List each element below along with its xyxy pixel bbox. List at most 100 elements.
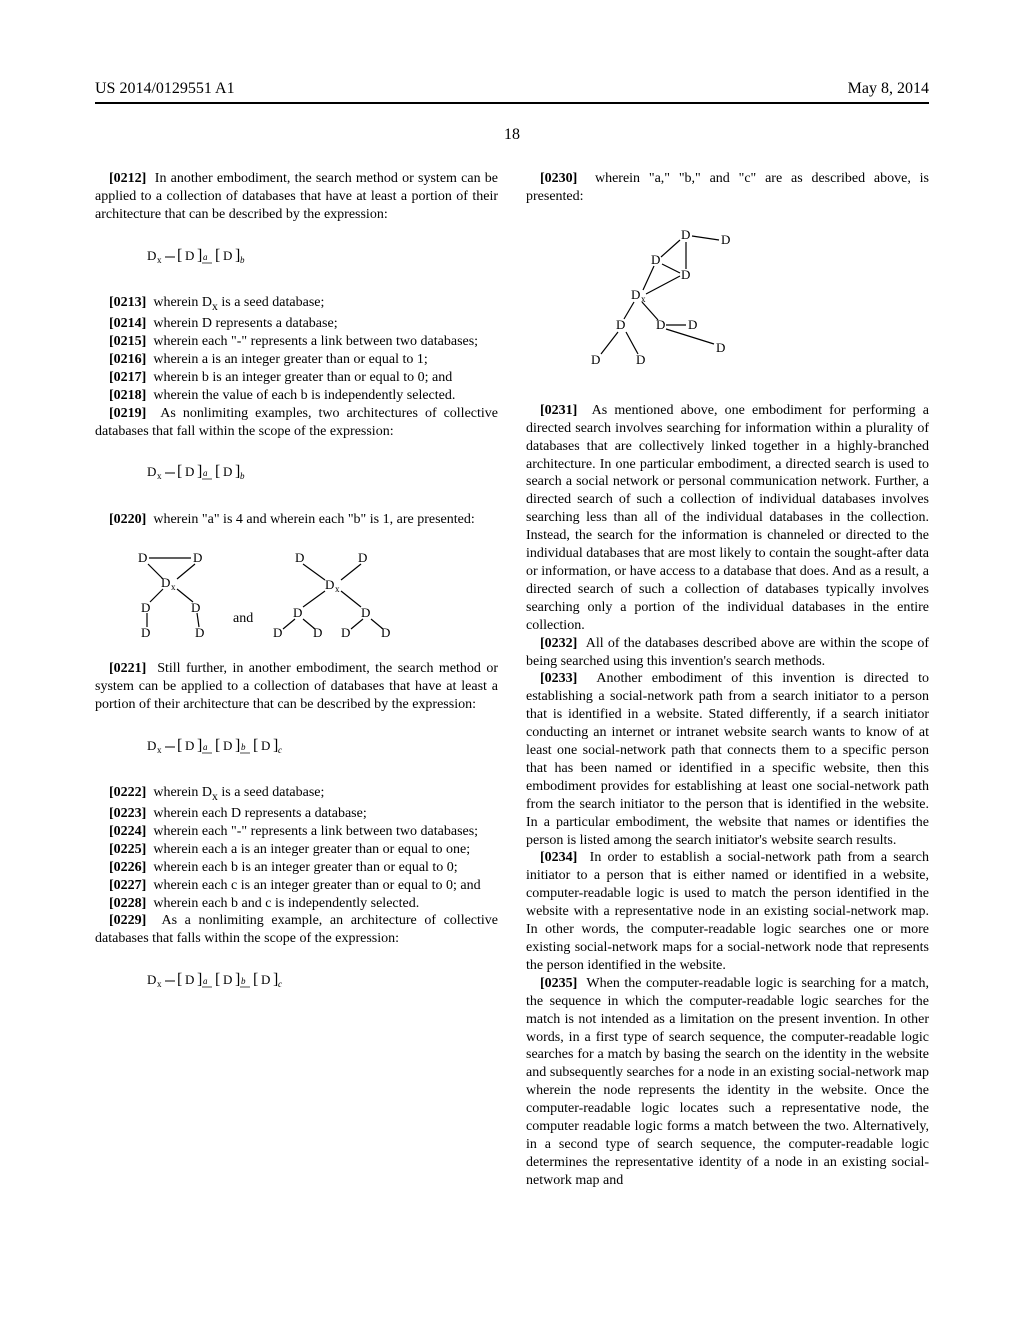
svg-text:D: D [147, 464, 156, 479]
paragraph: [0212] In another embodiment, the search… [95, 170, 498, 224]
svg-text:x: x [157, 255, 162, 265]
svg-text:[: [ [215, 737, 220, 754]
formula: D x [ D ] a [ D ] b [147, 462, 498, 489]
para-text: wherein "a" is 4 and wherein each "b" is… [153, 512, 474, 527]
svg-text:D: D [141, 625, 150, 640]
svg-text:D: D [293, 605, 302, 620]
svg-text:D: D [185, 464, 194, 479]
svg-text:a: a [203, 976, 208, 986]
publication-number: US 2014/0129551 A1 [95, 80, 235, 98]
page-number: 18 [95, 126, 929, 144]
svg-text:[: [ [215, 463, 220, 480]
svg-text:D: D [591, 352, 600, 367]
svg-text:D: D [341, 625, 350, 640]
para-text: wherein b is an integer greater than or … [153, 370, 452, 385]
paragraph: [0221] Still further, in another embodim… [95, 660, 498, 714]
para-text: As mentioned above, one embodiment for p… [526, 403, 929, 633]
para-number: [0224] [109, 824, 146, 839]
svg-text:D: D [223, 464, 232, 479]
para-number: [0234] [540, 850, 577, 865]
formula-svg: D x [ D ] a [ D ] b [ D ] c [147, 970, 327, 992]
paragraph: [0222] wherein Dx is a seed database; [95, 784, 498, 805]
para-text: In order to establish a social-network p… [526, 850, 929, 972]
svg-text:D: D [223, 248, 232, 263]
svg-text:x: x [157, 979, 162, 989]
svg-text:D: D [147, 738, 156, 753]
paragraph: [0231] As mentioned above, one embodimen… [526, 402, 929, 635]
svg-text:D: D [261, 738, 270, 753]
para-number: [0213] [109, 295, 146, 310]
svg-text:D: D [631, 287, 640, 302]
para-number: [0220] [109, 512, 146, 527]
svg-text:a: a [203, 468, 208, 478]
para-text: In another embodiment, the search method… [95, 171, 498, 222]
para-text: wherein a is an integer greater than or … [153, 352, 427, 367]
right-column: [0230] wherein "a," "b," and "c" are as … [526, 170, 929, 1190]
paragraph: [0233] Another embodiment of this invent… [526, 670, 929, 849]
svg-text:[: [ [177, 247, 182, 264]
svg-text:a: a [203, 742, 208, 752]
formula: D x [ D ] a [ D ] b [ D ] c [147, 970, 498, 997]
svg-text:D: D [185, 738, 194, 753]
database-architecture-diagram-1: D D Dx D D D D a [95, 547, 498, 642]
para-number: [0228] [109, 896, 146, 911]
svg-text:D: D [313, 625, 322, 640]
paragraph: [0227] wherein each c is an integer grea… [95, 877, 498, 895]
formula-svg: D x [ D ] a [ D ] b [147, 246, 287, 268]
svg-text:b: b [240, 471, 245, 481]
svg-text:D: D [223, 972, 232, 987]
para-number: [0230] [540, 171, 577, 186]
para-text: wherein each c is an integer greater tha… [153, 878, 480, 893]
para-text: As nonlimiting examples, two architectur… [95, 406, 498, 439]
svg-text:]: ] [235, 971, 240, 988]
formula: D x [ D ] a [ D ] b [147, 246, 498, 273]
paragraph: [0215] wherein each "-" represents a lin… [95, 333, 498, 351]
formula: D x [ D ] a [ D ] b [ D ] c [147, 736, 498, 763]
header-rule [95, 102, 929, 104]
svg-text:[: [ [215, 971, 220, 988]
para-number: [0217] [109, 370, 146, 385]
para-text: wherein each b is an integer greater tha… [153, 860, 457, 875]
paragraph: [0223] wherein each D represents a datab… [95, 805, 498, 823]
para-number: [0215] [109, 334, 146, 349]
para-number: [0235] [540, 976, 577, 991]
para-text: wherein Dx is a seed database; [153, 295, 324, 310]
svg-text:b: b [241, 976, 246, 986]
svg-text:]: ] [197, 247, 202, 264]
diagram-and-label: and [233, 611, 253, 626]
svg-text:D: D [651, 252, 660, 267]
para-text: wherein each a is an integer greater tha… [153, 842, 470, 857]
svg-text:D: D [616, 317, 625, 332]
svg-text:x: x [335, 584, 340, 594]
para-number: [0231] [540, 403, 577, 418]
para-text: wherein each "-" represents a link betwe… [153, 824, 478, 839]
svg-text:D: D [273, 625, 282, 640]
svg-text:x: x [157, 471, 162, 481]
para-number: [0218] [109, 388, 146, 403]
svg-text:D: D [161, 575, 170, 590]
para-number: [0223] [109, 806, 146, 821]
paragraph: [0235] When the computer-readable logic … [526, 975, 929, 1190]
svg-text:D: D [721, 232, 730, 247]
svg-text:D: D [325, 577, 334, 592]
diagram-svg: D D D D Dx D D [586, 224, 776, 384]
svg-text:]: ] [197, 737, 202, 754]
paragraph: [0226] wherein each b is an integer grea… [95, 859, 498, 877]
paragraph: [0232] All of the databases described ab… [526, 635, 929, 671]
paragraph: [0217] wherein b is an integer greater t… [95, 369, 498, 387]
svg-text:x: x [157, 745, 162, 755]
page-header: US 2014/0129551 A1 May 8, 2014 [95, 80, 929, 98]
para-number: [0232] [540, 636, 577, 651]
paragraph: [0228] wherein each b and c is independe… [95, 895, 498, 913]
svg-text:D: D [185, 972, 194, 987]
svg-text:x: x [171, 582, 176, 592]
svg-text:D: D [688, 317, 697, 332]
para-text: wherein the value of each b is independe… [153, 388, 455, 403]
svg-text:D: D [681, 227, 690, 242]
svg-text:b: b [241, 742, 246, 752]
publication-date: May 8, 2014 [848, 80, 929, 98]
svg-text:D: D [195, 625, 204, 640]
svg-text:D: D [381, 625, 390, 640]
diagram-svg: D D Dx D D D D a [123, 547, 403, 642]
para-text: wherein each D represents a database; [153, 806, 366, 821]
